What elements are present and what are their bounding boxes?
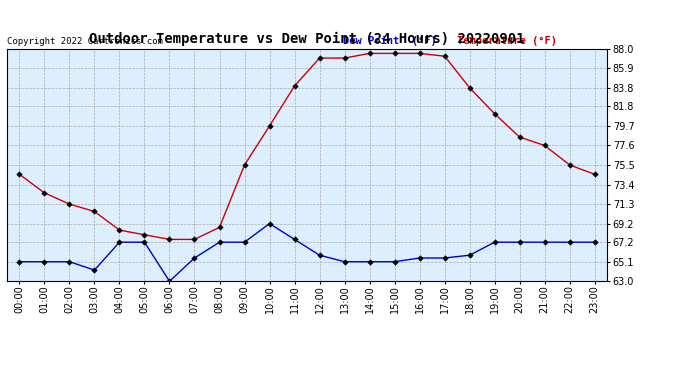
Title: Outdoor Temperature vs Dew Point (24 Hours) 20220901: Outdoor Temperature vs Dew Point (24 Hou…	[89, 32, 525, 46]
Text: Copyright 2022 Cartronics.com: Copyright 2022 Cartronics.com	[7, 38, 163, 46]
Text: Dew Point  (°F): Dew Point (°F)	[343, 36, 437, 46]
Text: Temperature (°F): Temperature (°F)	[457, 36, 557, 46]
